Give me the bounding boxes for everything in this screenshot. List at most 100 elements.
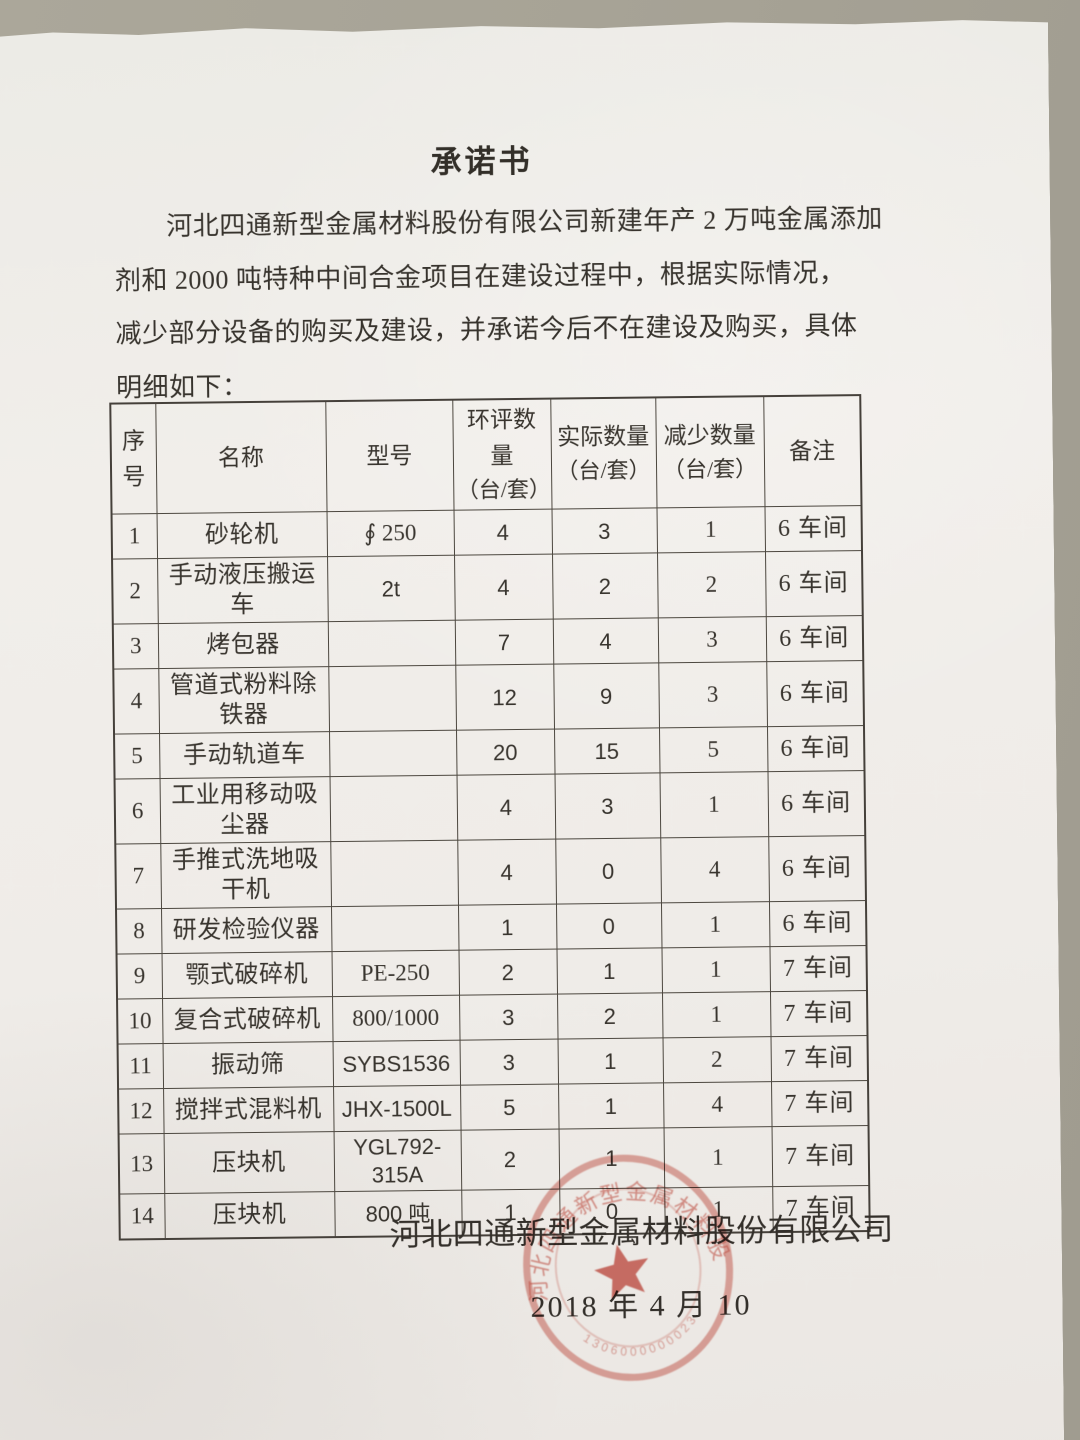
table-cell-model: YGL792-315A	[334, 1131, 462, 1192]
table-cell-seq: 2	[112, 559, 158, 625]
table-cell-seq: 13	[119, 1134, 165, 1195]
table-cell-name: 手推式洗地吸干机	[160, 842, 331, 909]
table-cell-model: PE-250	[332, 951, 460, 997]
table-cell-seq: 11	[118, 1044, 164, 1090]
table-row: 4 管道式粉料除铁器 12 9 3 6 车间	[113, 661, 864, 735]
table-cell-actual: 3	[555, 773, 661, 839]
table-cell-remark: 7 车间	[772, 1126, 870, 1187]
table-cell-reduce: 2	[663, 1037, 772, 1083]
table-cell-actual: 15	[554, 728, 660, 774]
seal-inner-ring	[541, 1175, 716, 1361]
table-cell-eia: 4	[457, 774, 556, 840]
table-cell-name: 管道式粉料除铁器	[158, 667, 329, 734]
table-cell-name: 研发检验仪器	[161, 907, 331, 954]
paragraph-line: 减少部分设备的购买及建设，并承诺今后不在建设及购买，具体	[115, 311, 858, 349]
table-cell-reduce: 1	[661, 947, 770, 993]
table-cell-remark: 7 车间	[771, 1036, 869, 1082]
table-cell-actual: 2	[552, 553, 658, 619]
table-cell-actual: 1	[558, 1038, 664, 1084]
table-cell-eia: 1	[458, 904, 557, 950]
table-cell-name: 烤包器	[158, 622, 328, 669]
header-actual: 实际数量 （台/套）	[550, 397, 656, 509]
table-cell-remark: 6 车间	[768, 836, 866, 902]
header-eia: 环评数量 （台/套）	[452, 399, 551, 511]
table-cell-eia: 3	[459, 994, 558, 1040]
table-cell-reduce: 1	[661, 902, 770, 948]
table-cell-remark: 6 车间	[766, 661, 864, 727]
header-reduce-unit: （台/套）	[662, 456, 758, 483]
table-cell-name: 砂轮机	[157, 512, 327, 559]
header-actual-unit: （台/套）	[556, 457, 651, 484]
table-cell-model: 2t	[327, 556, 455, 622]
table-cell-reduce: 1	[660, 772, 769, 838]
table-cell-seq: 1	[112, 514, 158, 560]
table-cell-name: 振动筛	[163, 1042, 333, 1089]
table-cell-seq: 3	[113, 624, 159, 670]
seal-ring	[505, 1138, 750, 1397]
header-reduce: 减少数量 （台/套）	[655, 396, 764, 508]
table-cell-actual: 1	[558, 1083, 664, 1129]
table-cell-eia: 4	[454, 509, 553, 555]
table-cell-remark: 7 车间	[771, 1081, 869, 1127]
table-cell-eia: 5	[460, 1084, 559, 1130]
table-cell-remark: 7 车间	[770, 991, 868, 1037]
header-eia-unit: （台/套）	[456, 476, 552, 503]
table-cell-model	[330, 841, 458, 907]
table-cell-name: 压块机	[164, 1132, 335, 1194]
table-cell-actual: 4	[553, 618, 659, 664]
table-cell-name: 压块机	[164, 1192, 335, 1239]
equipment-table: 序号 名称 型号 环评数量 （台/套） 实际数量 （台/套） 减少数量 （台/套…	[109, 394, 870, 1241]
table-cell-remark: 6 车间	[768, 771, 866, 837]
intro-paragraph: 河北四通新型金属材料股份有限公司新建年产 2 万吨金属添加 剂和 2000 吨特种…	[114, 192, 850, 414]
header-name: 名称	[155, 401, 326, 514]
table-cell-name: 颚式破碎机	[162, 952, 332, 999]
table-cell-seq: 12	[118, 1089, 164, 1135]
table-header-row: 序号 名称 型号 环评数量 （台/套） 实际数量 （台/套） 减少数量 （台/套…	[110, 395, 861, 514]
table-cell-name: 搅拌式混料机	[163, 1087, 333, 1134]
paper-sheet: 承诺书 河北四通新型金属材料股份有限公司新建年产 2 万吨金属添加 剂和 2000…	[0, 18, 1065, 1440]
table-cell-model: JHX-1500L	[333, 1086, 461, 1132]
table-cell-seq: 9	[117, 954, 163, 1000]
table-cell-eia: 12	[455, 664, 554, 730]
table-cell-seq: 14	[119, 1194, 165, 1240]
table-cell-seq: 5	[114, 734, 160, 780]
table-cell-model	[328, 666, 456, 732]
table-cell-seq: 7	[115, 844, 161, 910]
table-cell-model: 800/1000	[332, 996, 460, 1042]
header-seq: 序号	[110, 403, 156, 514]
paragraph-line: 河北四通新型金属材料股份有限公司新建年产 2 万吨金属添加	[166, 203, 883, 241]
table-cell-reduce: 2	[657, 552, 766, 618]
table-cell-seq: 8	[116, 909, 162, 955]
table-cell-actual: 3	[552, 508, 658, 554]
table-cell-reduce: 3	[658, 617, 767, 663]
table-cell-reduce: 1	[657, 507, 766, 553]
table-cell-name: 手动轨道车	[159, 732, 329, 779]
table-cell-seq: 6	[115, 779, 161, 845]
table-cell-seq: 10	[117, 999, 163, 1045]
table-cell-reduce: 3	[658, 662, 767, 728]
header-model: 型号	[325, 400, 453, 512]
table-cell-model	[328, 621, 456, 667]
table-cell-eia: 7	[455, 619, 554, 665]
table-cell-remark: 6 车间	[767, 726, 865, 772]
table-cell-eia: 4	[457, 839, 556, 905]
table-cell-model	[329, 731, 457, 777]
company-seal: 河北四通新型金属材料股份有限公司 1306000000023	[487, 1126, 770, 1409]
table-cell-reduce: 1	[662, 992, 771, 1038]
table-cell-reduce: 5	[659, 727, 768, 773]
table-cell-name: 工业用移动吸尘器	[160, 777, 331, 844]
table-cell-model	[331, 906, 459, 952]
table-cell-model: ∮ 250	[327, 511, 455, 557]
table-cell-remark: 6 车间	[764, 506, 862, 552]
seal-star-icon	[590, 1239, 655, 1302]
table-cell-reduce: 4	[663, 1082, 772, 1128]
table-cell-actual: 0	[556, 903, 662, 949]
document-title: 承诺书	[430, 143, 533, 180]
table-row: 2 手动液压搬运车 2t 4 2 2 6 车间	[112, 551, 863, 625]
header-remark: 备注	[763, 395, 861, 507]
table-cell-actual: 9	[553, 663, 659, 729]
table-cell-reduce: 4	[660, 837, 769, 903]
table-cell-eia: 4	[454, 554, 553, 620]
table-cell-actual: 2	[557, 993, 663, 1039]
